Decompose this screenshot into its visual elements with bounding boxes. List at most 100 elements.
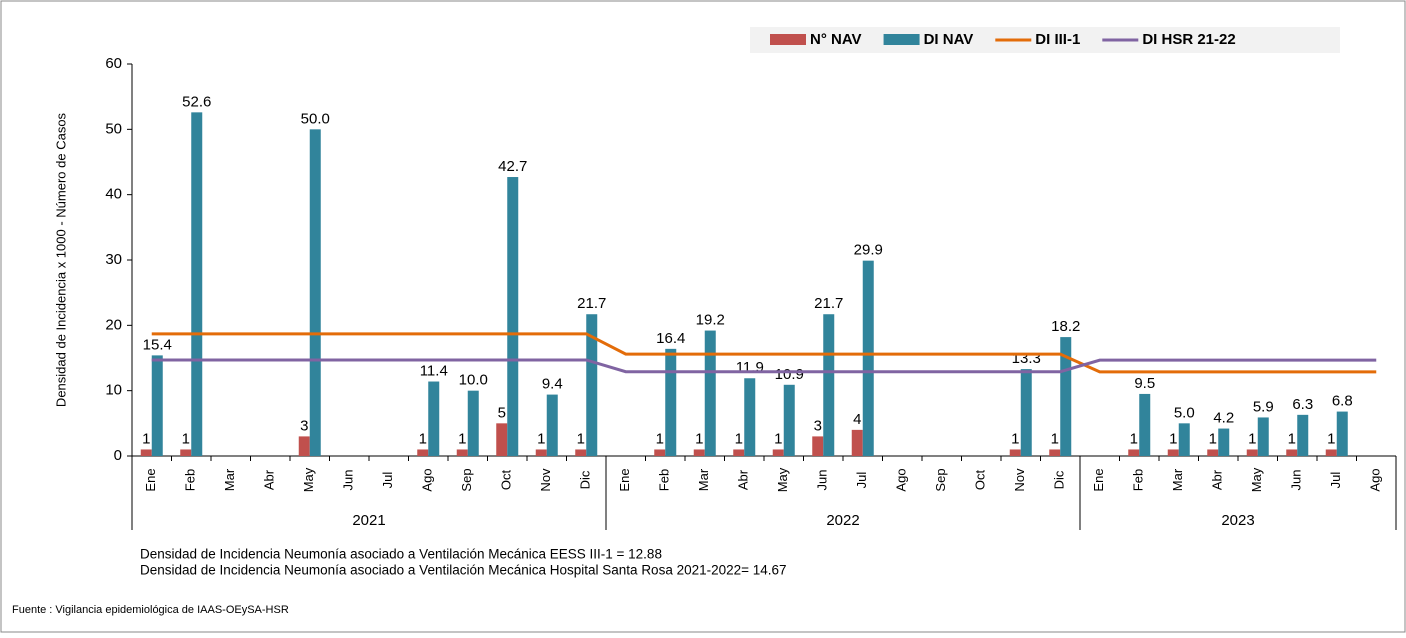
bar	[1020, 369, 1032, 456]
bar	[783, 384, 795, 456]
line	[151, 358, 1377, 374]
y-tick-label: 30	[105, 251, 122, 268]
data-label: 1	[735, 430, 743, 447]
data-label: 52.6	[182, 93, 211, 110]
bar	[665, 348, 677, 456]
x-tick-label: Mar	[696, 468, 711, 491]
data-label: 1	[182, 430, 190, 447]
x-tick-label: Nov	[1012, 468, 1027, 492]
bar	[862, 260, 874, 456]
x-tick-label: Ene	[1091, 468, 1106, 491]
data-label: 50.0	[301, 110, 330, 127]
data-label: 1	[695, 430, 703, 447]
x-tick-label: Sep	[933, 468, 948, 491]
x-tick-label: Jun	[1289, 470, 1304, 491]
bar	[1297, 414, 1309, 456]
x-tick-label: Dic	[1052, 470, 1067, 489]
bar	[1139, 393, 1151, 456]
x-tick-label: Feb	[657, 469, 672, 491]
source: Fuente : Vigilancia epidemiológica de IA…	[12, 604, 289, 616]
x-tick-label: Abr	[262, 469, 277, 490]
data-label: 1	[142, 430, 150, 447]
data-label: 5.9	[1253, 398, 1274, 415]
x-tick-label: Jul	[380, 472, 395, 489]
x-tick-label: Jun	[341, 470, 356, 491]
bar	[812, 436, 824, 456]
x-tick-label: Sep	[459, 468, 474, 491]
data-label: 29.9	[854, 242, 883, 259]
data-label: 1	[537, 430, 545, 447]
bar	[654, 449, 666, 456]
x-tick-label: Mar	[1170, 468, 1185, 491]
data-label: 19.2	[696, 312, 725, 329]
bar	[309, 129, 321, 457]
bar	[417, 449, 429, 456]
legend-label: DI III-1	[1035, 31, 1080, 48]
bar	[535, 449, 547, 456]
x-tick-label: Dic	[578, 470, 593, 489]
legend-box	[750, 27, 1340, 53]
data-label: 5.0	[1174, 404, 1195, 421]
x-tick-label: Abr	[1210, 469, 1225, 490]
data-label: 10.0	[459, 372, 488, 389]
x-tick-label: Feb	[1131, 469, 1146, 491]
x-tick-label: Ago	[894, 468, 909, 491]
x-tick-label: Ago	[1368, 468, 1383, 491]
x-tick-label: Feb	[183, 469, 198, 491]
x-tick-label: Mar	[222, 468, 237, 491]
data-label: 15.4	[143, 336, 172, 353]
data-label: 21.7	[577, 295, 606, 312]
data-label: 16.4	[656, 330, 685, 347]
bar	[507, 177, 519, 456]
bar	[1325, 449, 1337, 456]
bar	[151, 355, 163, 456]
bar	[851, 429, 863, 456]
bar	[180, 449, 192, 456]
legend-label: DI NAV	[924, 31, 974, 48]
bar	[467, 390, 479, 456]
bar	[1336, 411, 1348, 456]
bar	[191, 112, 203, 456]
bar	[1049, 449, 1061, 456]
bar	[546, 394, 558, 456]
bar	[1286, 449, 1298, 456]
x-tick-label: Nov	[538, 468, 553, 492]
bar	[1060, 337, 1072, 456]
x-tick-label: May	[1249, 467, 1264, 492]
bar	[1246, 449, 1258, 456]
x-tick-label: Abr	[736, 469, 751, 490]
note: Densidad de Incidencia Neumonía asociado…	[140, 547, 662, 562]
y-tick-label: 10	[105, 382, 122, 399]
x-tick-label: Ene	[143, 468, 158, 491]
bar	[1009, 449, 1021, 456]
data-label: 4.2	[1213, 410, 1234, 427]
y-tick-label: 50	[105, 120, 122, 137]
data-label: 1	[656, 430, 664, 447]
data-label: 6.3	[1292, 396, 1313, 413]
bar	[823, 314, 835, 456]
data-label: 1	[458, 430, 466, 447]
data-label: 1	[1248, 430, 1256, 447]
note: Densidad de Incidencia Neumonía asociado…	[140, 563, 787, 578]
data-label: 1	[577, 430, 585, 447]
data-label: 10.9	[775, 366, 804, 383]
data-label: 1	[1288, 430, 1296, 447]
legend-label: N° NAV	[810, 31, 862, 48]
x-tick-label: Ene	[617, 468, 632, 491]
bar	[772, 449, 784, 456]
bar	[1128, 449, 1140, 456]
bar	[456, 449, 468, 456]
bar	[496, 423, 508, 456]
bar	[1257, 417, 1269, 456]
bar	[1178, 423, 1190, 456]
legend-swatch	[770, 34, 806, 45]
data-label: 1	[419, 430, 427, 447]
bar	[693, 449, 705, 456]
y-tick-label: 0	[114, 447, 122, 464]
x-tick-label: May	[775, 467, 790, 492]
data-label: 42.7	[498, 158, 527, 175]
x-tick-label: Ago	[420, 468, 435, 491]
data-label: 1	[1209, 430, 1217, 447]
